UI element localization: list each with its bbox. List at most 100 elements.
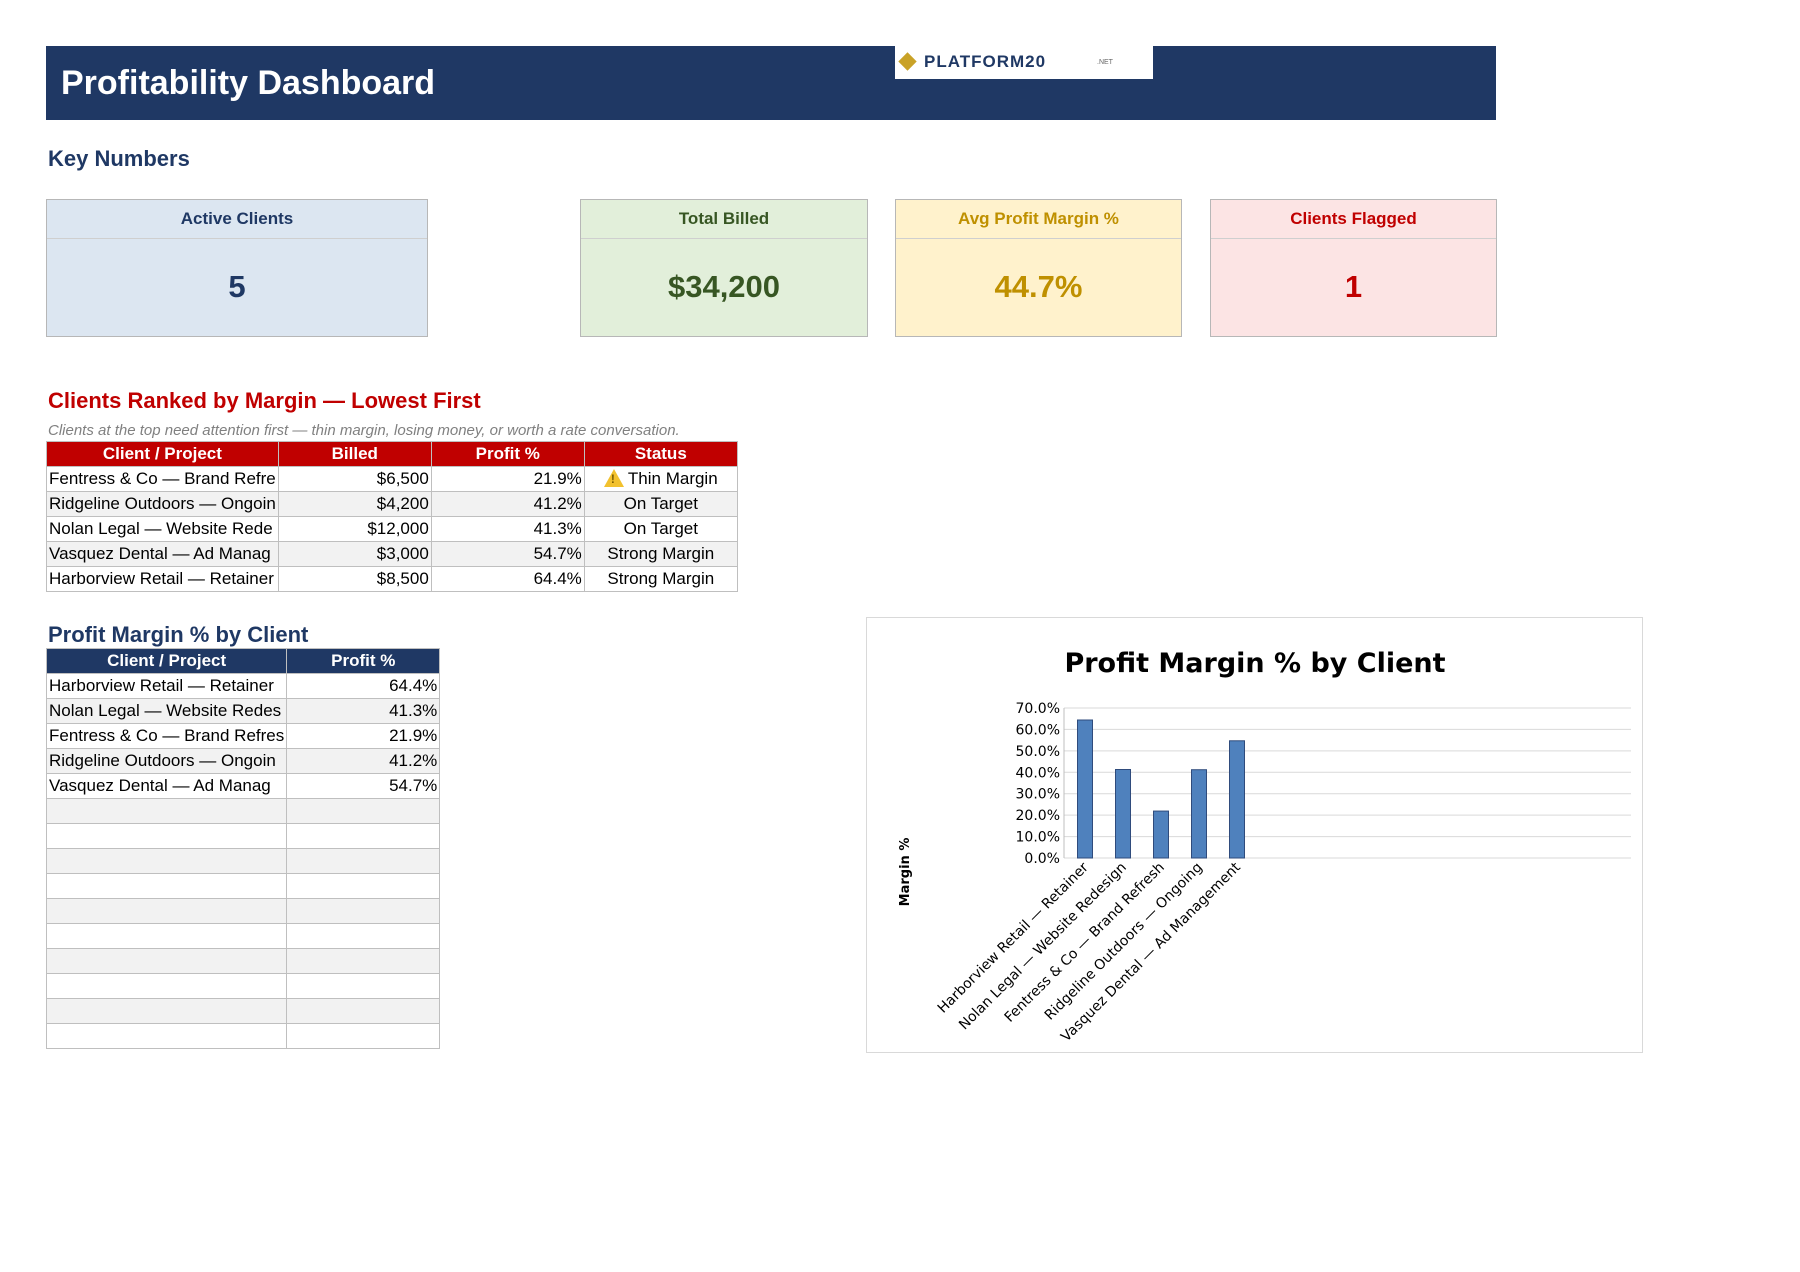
client-cell[interactable]: Nolan Legal — Website Redes [45,698,288,724]
profit-cell[interactable]: 21.9% [286,723,441,749]
table-row[interactable]: Harborview Retail — Retainer $8,500 64.4% S… [46,566,738,592]
empty-cell[interactable] [45,948,288,974]
billed-cell[interactable]: $3,000 [277,541,432,567]
empty-table-row[interactable] [45,1023,441,1049]
empty-table-row[interactable] [45,998,441,1024]
y-tick-label: 50.0% [1016,744,1060,760]
empty-cell[interactable] [45,973,288,999]
billed-cell[interactable]: $8,500 [277,566,432,592]
column-header[interactable]: Profit % [286,648,441,674]
empty-cell[interactable] [286,848,441,874]
empty-table-row[interactable] [45,898,441,924]
client-cell[interactable]: Ridgeline Outdoors — Ongoin [45,748,288,774]
billed-cell[interactable]: $12,000 [277,516,432,542]
table-row[interactable]: Ridgeline Outdoors — Ongoin 41.2% [45,748,441,774]
y-tick-label: 10.0% [1016,830,1060,846]
status-cell[interactable]: On Target [583,516,738,542]
billed-cell-text: $6,500 [376,469,429,488]
empty-cell[interactable] [286,798,441,824]
empty-cell[interactable] [286,873,441,899]
table-row[interactable]: Harborview Retail — Retainer 64.4% [45,673,441,699]
status-cell[interactable]: Strong Margin [583,541,738,567]
status-cell[interactable]: On Target [583,491,738,517]
profit-cell[interactable]: 64.4% [430,566,585,592]
empty-cell[interactable] [45,823,288,849]
table-row[interactable]: Vasquez Dental — Ad Manag 54.7% [45,773,441,799]
empty-table-row[interactable] [45,798,441,824]
status-cell[interactable]: Thin Margin [583,466,738,492]
empty-cell[interactable] [286,823,441,849]
empty-cell[interactable] [45,848,288,874]
table-row[interactable]: Ridgeline Outdoors — Ongoin $4,200 41.2% On… [46,491,738,517]
status-cell[interactable]: Strong Margin [583,566,738,592]
empty-cell[interactable] [286,973,441,999]
profit-cell[interactable]: 41.3% [286,698,441,724]
profit-cell[interactable]: 41.2% [430,491,585,517]
y-tick-label: 70.0% [1016,701,1060,717]
billed-cell-text: $12,000 [367,519,429,538]
y-tick-label: 40.0% [1016,765,1060,781]
empty-cell[interactable] [286,948,441,974]
empty-cell[interactable] [286,923,441,949]
table-row[interactable]: Fentress & Co — Brand Refre $6,500 21.9% Th… [46,466,738,492]
y-axis-label: Margin % [898,838,913,907]
empty-table-row[interactable] [45,923,441,949]
empty-cell[interactable] [45,898,288,924]
client-cell[interactable]: Nolan Legal — Website Rede [46,516,279,542]
client-cell[interactable]: Vasquez Dental — Ad Manag [45,773,288,799]
kpi-card-clients-flagged: Clients Flagged 1 [1210,199,1497,337]
profit-cell[interactable]: 54.7% [286,773,441,799]
empty-cell[interactable] [286,898,441,924]
empty-cell[interactable] [286,1023,441,1049]
table-row[interactable]: Fentress & Co — Brand Refres 21.9% [45,723,441,749]
column-header[interactable]: Client / Project [45,648,288,674]
billed-cell-text: $3,000 [376,544,429,563]
client-cell[interactable]: Harborview Retail — Retainer [46,566,279,592]
column-header[interactable]: Client / Project [46,441,279,467]
empty-table-row[interactable] [45,973,441,999]
profit-cell[interactable]: 41.2% [286,748,441,774]
column-header[interactable]: Billed [277,441,432,467]
profit-cell[interactable]: 41.3% [430,516,585,542]
empty-table-row[interactable] [45,948,441,974]
profit-cell-text: 21.9% [533,469,582,488]
client-cell[interactable]: Harborview Retail — Retainer [45,673,288,699]
table-row[interactable]: Vasquez Dental — Ad Manag $3,000 54.7% Stro… [46,541,738,567]
table-header-row: Client / Project Billed Profit % Status [46,441,738,467]
empty-cell[interactable] [45,798,288,824]
empty-table-row[interactable] [45,823,441,849]
column-header[interactable]: Status [583,441,738,467]
profit-cell[interactable]: 21.9% [430,466,585,492]
profit-margin-table: Client / Project Profit % Harborview Ret… [45,648,441,1049]
client-cell[interactable]: Fentress & Co — Brand Refre [46,466,279,492]
billed-cell[interactable]: $4,200 [277,491,432,517]
empty-cell[interactable] [45,873,288,899]
client-cell[interactable]: Ridgeline Outdoors — Ongoin [46,491,279,517]
client-cell[interactable]: Fentress & Co — Brand Refres [45,723,288,749]
kpi-value: 5 [228,269,246,304]
client-cell-text: Ridgeline Outdoors — Ongoin [49,494,276,513]
empty-cell[interactable] [45,1023,288,1049]
client-cell[interactable]: Vasquez Dental — Ad Manag [46,541,279,567]
profit-margin-chart[interactable]: Profit Margin % by Client 0.0% 10.0% 20.0% 3… [866,617,1643,1053]
y-tick-label: 30.0% [1016,787,1060,803]
status-cell-text: Strong Margin [607,569,715,588]
profit-cell[interactable]: 54.7% [430,541,585,567]
column-header[interactable]: Profit % [430,441,585,467]
empty-table-row[interactable] [45,873,441,899]
billed-cell[interactable]: $6,500 [277,466,432,492]
table-row[interactable]: Nolan Legal — Website Redes 41.3% [45,698,441,724]
status-cell-text: On Target [623,494,698,513]
profit-cell[interactable]: 64.4% [286,673,441,699]
table-row[interactable]: Nolan Legal — Website Rede $12,000 41.3% On… [46,516,738,542]
empty-cell[interactable] [45,998,288,1024]
empty-table-row[interactable] [45,848,441,874]
empty-cell[interactable] [286,998,441,1024]
bar [1229,740,1245,859]
client-cell-text: Vasquez Dental — Ad Manag [49,544,271,563]
y-tick-label: 0.0% [1024,851,1060,867]
ranked-clients-subtitle: Clients at the top need attention first … [48,422,680,439]
empty-cell[interactable] [45,923,288,949]
x-tick-label: Fentress & Co — Brand Refresh [1002,860,1168,1026]
table-header-row: Client / Project Profit % [45,648,441,674]
